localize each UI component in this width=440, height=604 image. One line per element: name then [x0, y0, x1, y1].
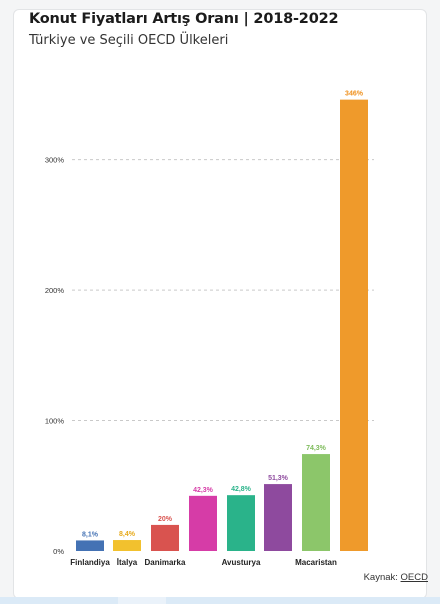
y-tick-label: 100%: [45, 417, 65, 426]
bar-value-label: 346%: [345, 91, 364, 98]
bottom-scroll-strip: [0, 597, 440, 604]
x-category-label: Finlandiya: [70, 558, 110, 567]
bar: [189, 495, 217, 551]
bar-value-label: 74,3%: [306, 445, 327, 452]
chart-subtitle: Türkiye ve Seçili OECD Ülkeleri: [29, 33, 229, 48]
bar-value-label: 20%: [158, 516, 173, 523]
bar-value-label: 8,1%: [82, 531, 99, 538]
y-tick-label: 0%: [53, 547, 64, 556]
bar-value-label: 8,4%: [119, 531, 136, 538]
bar: [227, 495, 255, 551]
bar: [113, 540, 141, 551]
bottom-strip-segment: [118, 597, 166, 604]
bar-value-label: 42,3%: [193, 487, 214, 494]
bar: [151, 524, 179, 551]
y-tick-label: 200%: [45, 286, 65, 295]
source-note: Kaynak: OECD: [364, 572, 428, 583]
source-link[interactable]: OECD: [400, 572, 428, 583]
y-tick-label: 300%: [45, 156, 65, 165]
chart-title: Konut Fiyatları Artış Oranı | 2018-2022: [29, 11, 339, 27]
bar: [340, 99, 368, 551]
bar: [76, 540, 104, 551]
bar-value-label: 51,3%: [268, 475, 289, 482]
bar: [302, 454, 330, 551]
x-category-label: Avusturya: [222, 558, 261, 567]
source-label: Kaynak:: [363, 572, 398, 583]
bar-value-label: 42,8%: [231, 486, 252, 493]
bar: [264, 484, 292, 551]
x-category-label: Macaristan: [295, 558, 337, 567]
x-category-label: İtalya: [117, 558, 138, 567]
x-category-label: Danimarka: [145, 558, 186, 567]
